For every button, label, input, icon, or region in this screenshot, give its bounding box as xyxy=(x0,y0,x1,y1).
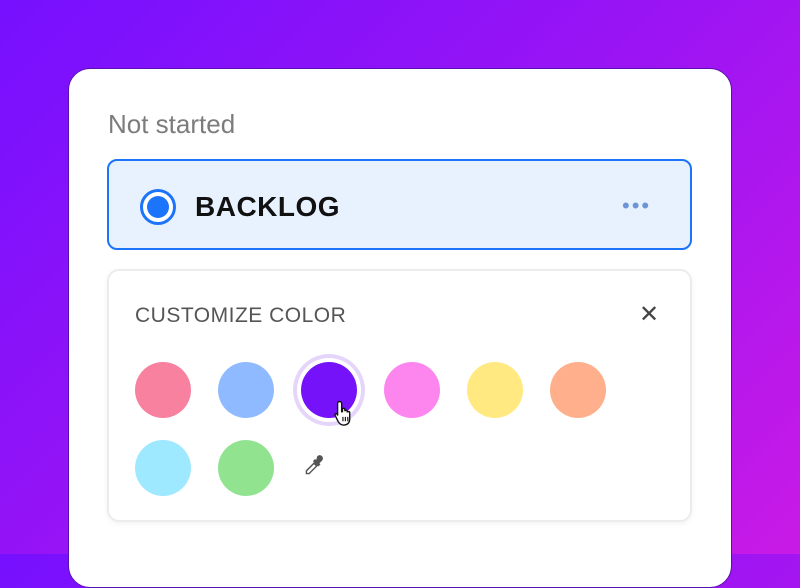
status-item-backlog[interactable]: BACKLOG ••• xyxy=(107,159,692,250)
color-swatch[interactable] xyxy=(135,440,191,496)
customize-color-panel: CUSTOMIZE COLOR ✕ xyxy=(107,269,692,522)
panel-title: CUSTOMIZE COLOR xyxy=(135,304,347,327)
status-label: BACKLOG xyxy=(195,191,341,222)
color-swatch[interactable] xyxy=(467,362,523,418)
color-swatch[interactable] xyxy=(218,362,274,418)
status-color-indicator[interactable] xyxy=(140,189,176,225)
color-swatch[interactable] xyxy=(135,362,191,418)
color-swatch[interactable] xyxy=(301,362,357,418)
eyedropper-icon[interactable] xyxy=(301,453,327,479)
color-swatch[interactable] xyxy=(550,362,606,418)
status-card: Not started BACKLOG ••• CUSTOMIZE COLOR … xyxy=(68,68,732,588)
color-swatch[interactable] xyxy=(384,362,440,418)
close-icon[interactable]: ✕ xyxy=(639,301,660,328)
ellipsis-icon[interactable]: ••• xyxy=(622,193,652,218)
status-group-title: Not started xyxy=(108,109,236,139)
color-swatch[interactable] xyxy=(218,440,274,496)
hand-cursor-icon xyxy=(334,400,351,426)
